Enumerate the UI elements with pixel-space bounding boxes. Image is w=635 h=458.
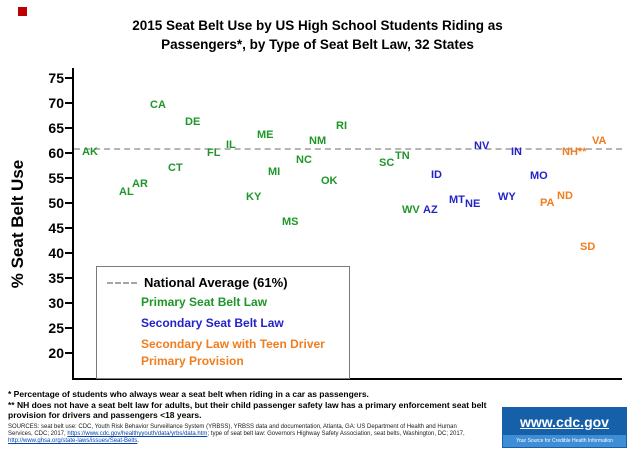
y-axis-tick-mark xyxy=(65,302,72,304)
y-axis-tick-label: 20 xyxy=(48,345,64,361)
data-point-in: IN xyxy=(511,146,522,158)
sources-link-yrbs[interactable]: https://www.cdc.gov/healthyyouth/data/yr… xyxy=(67,431,208,437)
footnote-2: ** NH does not have a seat belt law for … xyxy=(8,400,487,420)
legend: National Average (61%) Primary Seat Belt… xyxy=(96,266,350,379)
sources-link-ghsa[interactable]: http://www.ghsa.org/state-laws/issues/Se… xyxy=(8,438,138,444)
y-axis-tick-mark xyxy=(65,252,72,254)
y-axis-tick-mark xyxy=(65,77,72,79)
cdc-tagline: Your Source for Credible Health Informat… xyxy=(503,435,626,447)
data-point-ct: CT xyxy=(168,162,183,174)
y-axis-tick-label: 35 xyxy=(48,270,64,286)
legend-item-national-average: National Average (61%) xyxy=(107,275,341,290)
sources-part1: SOURCES: seat belt use: CDC, Youth Risk … xyxy=(8,424,457,437)
data-point-ms: MS xyxy=(282,216,299,228)
national-average-line xyxy=(74,148,622,150)
chart-title-line2: Passengers*, by Type of Seat Belt Law, 3… xyxy=(161,37,474,52)
data-point-nv: NV xyxy=(474,140,490,152)
chart-title-line1: 2015 Seat Belt Use by US High School Stu… xyxy=(132,18,503,33)
y-axis-tick-label: 65 xyxy=(48,120,64,136)
y-axis-tick-label: 60 xyxy=(48,145,64,161)
legend-item-teen: Secondary Law with Teen Driver Primary P… xyxy=(141,337,325,368)
y-axis-tick-mark xyxy=(65,327,72,329)
data-point-ok: OK xyxy=(321,174,338,187)
y-axis-tick-label: 40 xyxy=(48,245,64,261)
legend-item-primary: Primary Seat Belt Law xyxy=(141,295,268,309)
y-axis-tick-mark xyxy=(65,127,72,129)
legend-label-national-average: National Average (61%) xyxy=(144,275,288,290)
data-point-sc: SC xyxy=(379,157,395,169)
y-axis-tick-label: 25 xyxy=(48,320,64,336)
data-point-nd: ND xyxy=(557,190,573,202)
cdc-logo-main: www.cdc.gov xyxy=(503,408,626,435)
data-point-nh: NH** xyxy=(562,146,587,158)
cdc-url-link[interactable]: www.cdc.gov xyxy=(520,413,609,430)
chart-title: 2015 Seat Belt Use by US High School Stu… xyxy=(0,16,635,54)
data-point-nc: NC xyxy=(296,153,312,166)
data-point-id: ID xyxy=(431,168,442,181)
data-point-mo: MO xyxy=(530,170,548,182)
data-point-al: AL xyxy=(119,186,134,198)
sources-part2: ; type of seat belt law: Governors Highw… xyxy=(207,431,465,437)
y-axis-tick-label: 30 xyxy=(48,295,64,311)
y-axis-tick-mark xyxy=(65,277,72,279)
y-axis-tick-label: 75 xyxy=(48,70,64,86)
y-axis-tick-mark xyxy=(65,152,72,154)
data-point-fl: FL xyxy=(207,147,221,159)
data-point-ak: AK xyxy=(82,146,98,158)
data-point-il: IL xyxy=(226,139,236,151)
data-point-me: ME xyxy=(257,128,274,141)
data-point-ne: NE xyxy=(465,197,481,210)
sources-text: SOURCES: seat belt use: CDC, Youth Risk … xyxy=(8,424,483,445)
dashed-line-icon xyxy=(107,281,137,284)
y-axis-tick-mark xyxy=(65,102,72,104)
y-axis-tick-label: 45 xyxy=(48,220,64,236)
y-axis-tick-mark xyxy=(65,352,72,354)
data-point-sd: SD xyxy=(580,241,596,253)
data-point-tn: TN xyxy=(395,149,410,162)
y-axis-tick-mark xyxy=(65,202,72,204)
data-point-ky: KY xyxy=(246,191,262,203)
y-axis-tick-label: 70 xyxy=(48,95,64,111)
data-point-wv: WV xyxy=(402,203,420,216)
data-point-wy: WY xyxy=(498,191,516,203)
red-marker xyxy=(18,7,27,16)
data-point-ar: AR xyxy=(132,177,148,190)
plot-area: National Average (61%) Primary Seat Belt… xyxy=(65,68,622,380)
data-point-ri: RI xyxy=(336,120,347,132)
data-point-de: DE xyxy=(185,116,201,128)
y-axis-tick-mark xyxy=(65,177,72,179)
legend-item-secondary: Secondary Seat Belt Law xyxy=(141,316,284,330)
y-axis-tick-mark xyxy=(65,227,72,229)
data-point-nm: NM xyxy=(309,135,327,147)
data-point-pa: PA xyxy=(540,197,555,209)
y-axis-tick-label: 50 xyxy=(48,195,64,211)
data-point-mt: MT xyxy=(449,193,465,206)
footnote-1: * Percentage of students who always wear… xyxy=(8,389,369,399)
sources-part3: . xyxy=(137,438,140,444)
data-point-va: VA xyxy=(592,135,607,147)
data-point-ca: CA xyxy=(150,98,166,111)
data-point-mi: MI xyxy=(268,166,281,178)
cdc-logo: www.cdc.gov Your Source for Credible Hea… xyxy=(502,407,627,448)
y-axis-tick-label: 55 xyxy=(48,170,64,186)
data-point-az: AZ xyxy=(423,203,438,216)
